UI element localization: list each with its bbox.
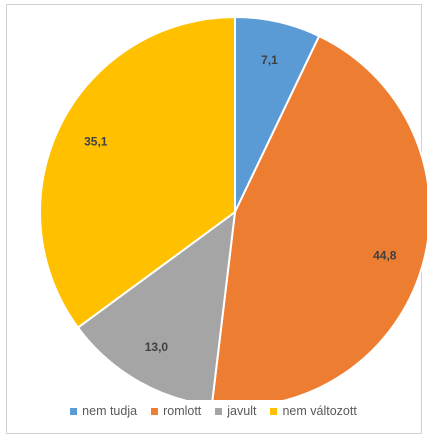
chart-legend: nem tudja romlott javult nem változott xyxy=(0,404,427,418)
legend-label-2: javult xyxy=(227,404,257,418)
legend-swatch-2 xyxy=(215,407,223,415)
slice-label-1: 44,8 xyxy=(373,249,397,263)
pie-labels: 7,1 44,8 13,0 35,1 xyxy=(84,53,397,354)
pie-slices xyxy=(39,15,427,400)
legend-label-1: romlott xyxy=(163,404,202,418)
pie-chart: 7,1 44,8 13,0 35,1 xyxy=(39,15,427,400)
legend-item-2: javult xyxy=(215,404,256,418)
legend-label-0: nem tudja xyxy=(82,404,138,418)
legend-label-3: nem változott xyxy=(282,404,357,418)
legend-swatch-3 xyxy=(270,407,278,415)
pie-slice-2 xyxy=(76,209,237,400)
legend-item-1: romlott xyxy=(151,404,201,418)
legend-item-0: nem tudja xyxy=(70,404,137,418)
pie-slice-1 xyxy=(211,34,427,400)
legend-item-3: nem változott xyxy=(270,404,357,418)
legend-swatch-0 xyxy=(70,407,78,415)
pie-slice-3 xyxy=(39,15,236,330)
legend-swatch-1 xyxy=(151,407,159,415)
slice-label-3: 35,1 xyxy=(84,135,108,149)
slice-label-2: 13,0 xyxy=(145,340,169,354)
slice-label-0: 7,1 xyxy=(261,53,278,67)
